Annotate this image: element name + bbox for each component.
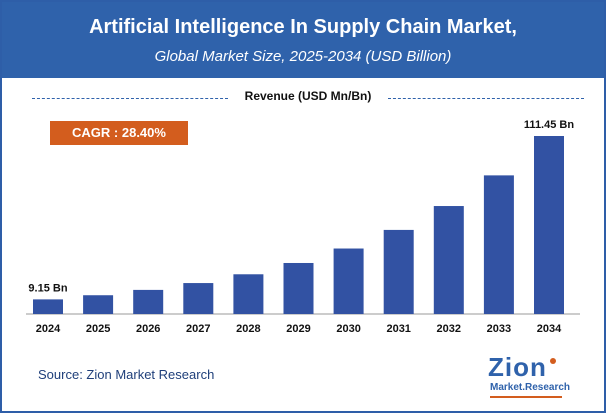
bar-2034 [534, 136, 564, 314]
bar-2030 [333, 248, 364, 314]
data-label-last: 111.45 Bn [524, 119, 574, 131]
x-tick-label-2033: 2033 [487, 323, 511, 335]
chart-title: Artificial Intelligence In Supply Chain … [89, 16, 517, 38]
legend-label: Revenue (USD Mn/Bn) [236, 89, 380, 103]
zion-logo: Zion Market.Research [480, 352, 570, 402]
x-tick-label-2030: 2030 [336, 323, 360, 335]
logo-bottom-text: Market.Research [490, 382, 571, 393]
data-label-first: 9.15 Bn [28, 282, 67, 294]
legend-line-left [32, 98, 228, 99]
x-tick-label-2032: 2032 [437, 323, 461, 335]
bar-2025 [83, 295, 114, 314]
bar-2024 [33, 299, 63, 314]
x-tick-label-2027: 2027 [186, 323, 210, 335]
x-tick-label-2034: 2034 [537, 323, 562, 335]
legend: Revenue (USD Mn/Bn) [32, 88, 584, 108]
x-tick-label-2024: 2024 [36, 323, 61, 335]
bar-2027 [183, 283, 214, 314]
bar-2028 [233, 274, 264, 314]
bar-2026 [133, 289, 164, 314]
bar-2033 [483, 175, 514, 314]
logo-dot [550, 358, 556, 364]
x-tick-label-2026: 2026 [136, 323, 160, 335]
bar-2031 [383, 229, 414, 314]
cagr-badge: CAGR : 28.40% [50, 121, 188, 145]
logo-top-text: Zion [488, 352, 547, 382]
bar-2029 [283, 262, 314, 314]
legend-line-right [388, 98, 584, 99]
chart-subtitle: Global Market Size, 2025-2034 (USD Billi… [154, 48, 452, 65]
bar-2032 [433, 206, 464, 314]
x-tick-label-2029: 2029 [286, 323, 310, 335]
source-text: Source: Zion Market Research [38, 367, 215, 382]
x-tick-label-2025: 2025 [86, 323, 110, 335]
x-tick-label-2031: 2031 [386, 323, 410, 335]
x-tick-label-2028: 2028 [236, 323, 260, 335]
logo-underline [490, 396, 562, 398]
chart-header: Artificial Intelligence In Supply Chain … [2, 2, 604, 78]
